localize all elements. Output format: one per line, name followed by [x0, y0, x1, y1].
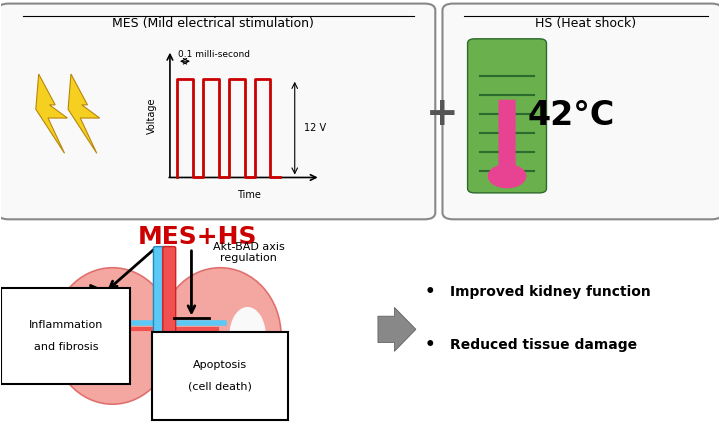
Polygon shape [68, 74, 99, 153]
Ellipse shape [52, 268, 174, 404]
Ellipse shape [159, 268, 281, 404]
Text: and fibrosis: and fibrosis [34, 342, 98, 352]
FancyBboxPatch shape [1, 288, 130, 385]
Text: 0.1 milli-second: 0.1 milli-second [178, 50, 250, 59]
Text: Improved kidney function: Improved kidney function [450, 285, 650, 299]
Text: MES (Mild electrical stimulation): MES (Mild electrical stimulation) [112, 17, 314, 30]
Text: 42°C: 42°C [528, 99, 616, 132]
Text: Apoptosis: Apoptosis [193, 360, 247, 369]
Text: •: • [425, 283, 435, 301]
Text: •: • [425, 336, 435, 354]
Text: 12 V: 12 V [304, 123, 326, 133]
Text: (cell death): (cell death) [188, 381, 252, 392]
Text: Akt-BAD axis
regulation: Akt-BAD axis regulation [213, 241, 284, 263]
FancyBboxPatch shape [498, 100, 516, 177]
Ellipse shape [229, 307, 266, 365]
Text: +: + [426, 95, 459, 132]
Circle shape [488, 165, 526, 187]
FancyBboxPatch shape [0, 4, 436, 219]
FancyBboxPatch shape [163, 247, 176, 416]
Text: Voltage: Voltage [147, 97, 157, 134]
FancyBboxPatch shape [152, 331, 288, 420]
FancyBboxPatch shape [443, 4, 720, 219]
Ellipse shape [67, 307, 104, 365]
Text: Reduced tissue damage: Reduced tissue damage [450, 338, 636, 352]
Text: HS (Heat shock): HS (Heat shock) [536, 17, 636, 30]
Polygon shape [36, 74, 68, 153]
Polygon shape [378, 307, 416, 351]
FancyBboxPatch shape [467, 39, 546, 193]
Text: Inflammation: Inflammation [29, 320, 103, 330]
Text: Time: Time [237, 190, 261, 200]
Text: MES+HS: MES+HS [138, 225, 257, 249]
FancyBboxPatch shape [153, 247, 171, 416]
